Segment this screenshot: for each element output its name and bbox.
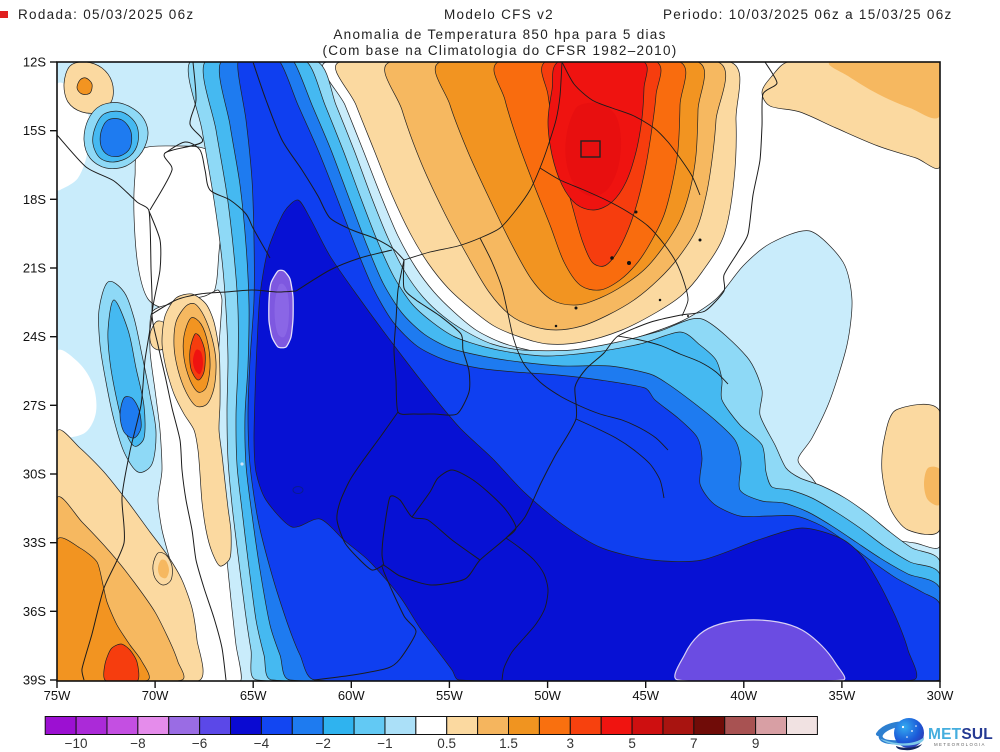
- svg-text:50W: 50W: [534, 688, 561, 703]
- svg-text:35W: 35W: [829, 688, 856, 703]
- svg-text:65W: 65W: [240, 688, 267, 703]
- svg-text:5: 5: [628, 736, 636, 751]
- svg-text:36S: 36S: [23, 604, 46, 619]
- svg-text:27S: 27S: [23, 398, 46, 413]
- svg-text:METSUL: METSUL: [928, 726, 993, 743]
- svg-text:−6: −6: [192, 736, 207, 751]
- svg-text:−2: −2: [315, 736, 330, 751]
- svg-text:39S: 39S: [23, 673, 46, 688]
- svg-text:30S: 30S: [23, 467, 46, 482]
- svg-text:30W: 30W: [927, 688, 954, 703]
- svg-text:12S: 12S: [23, 55, 46, 70]
- svg-text:9: 9: [752, 736, 760, 751]
- svg-text:−8: −8: [130, 736, 145, 751]
- svg-text:45W: 45W: [632, 688, 659, 703]
- svg-text:24S: 24S: [23, 329, 46, 344]
- svg-text:3: 3: [567, 736, 575, 751]
- svg-text:0.5: 0.5: [437, 736, 456, 751]
- svg-text:18S: 18S: [23, 192, 46, 207]
- svg-text:75W: 75W: [44, 688, 71, 703]
- svg-text:55W: 55W: [436, 688, 463, 703]
- svg-text:21S: 21S: [23, 261, 46, 276]
- svg-text:−4: −4: [254, 736, 270, 751]
- svg-text:33S: 33S: [23, 535, 46, 550]
- svg-text:−1: −1: [377, 736, 392, 751]
- svg-text:15S: 15S: [23, 123, 46, 138]
- svg-text:60W: 60W: [338, 688, 365, 703]
- svg-text:1.5: 1.5: [499, 736, 518, 751]
- svg-text:70W: 70W: [142, 688, 169, 703]
- svg-text:7: 7: [690, 736, 698, 751]
- svg-text:40W: 40W: [730, 688, 757, 703]
- svg-text:METEOROLOGIA: METEOROLOGIA: [934, 742, 986, 747]
- svg-text:−10: −10: [65, 736, 88, 751]
